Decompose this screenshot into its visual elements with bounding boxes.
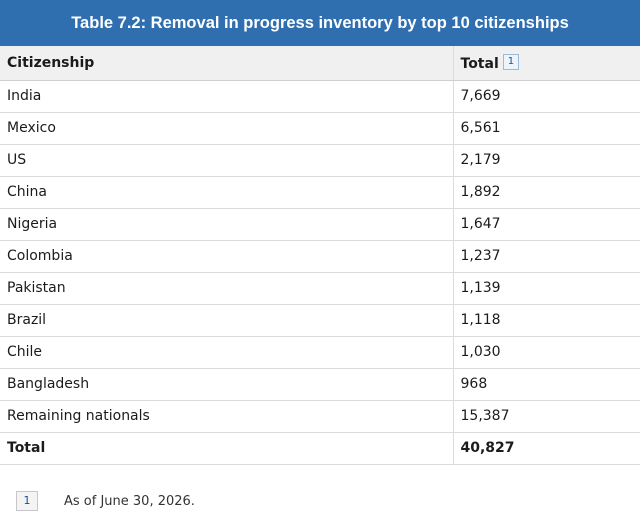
total-cell: 1,030 bbox=[453, 336, 640, 369]
citizenship-cell: Brazil bbox=[0, 304, 454, 337]
total-value: 40,827 bbox=[453, 432, 640, 465]
citizenship-cell: Mexico bbox=[0, 112, 454, 145]
total-cell: 1,237 bbox=[453, 240, 640, 273]
header-citizenship: Citizenship bbox=[0, 46, 454, 81]
citizenship-cell: Bangladesh bbox=[0, 368, 454, 401]
citizenship-cell: US bbox=[0, 144, 454, 177]
total-cell: 1,118 bbox=[453, 304, 640, 337]
citizenship-cell: China bbox=[0, 176, 454, 209]
citizenship-cell: Nigeria bbox=[0, 208, 454, 241]
total-cell: 1,139 bbox=[453, 272, 640, 305]
total-cell: 7,669 bbox=[453, 80, 640, 113]
footnote-text: As of June 30, 2026. bbox=[64, 493, 195, 509]
header-total: Total 1 bbox=[453, 46, 640, 81]
total-cell: 2,179 bbox=[453, 144, 640, 177]
total-cell: 1,647 bbox=[453, 208, 640, 241]
citizenship-table: Citizenship Total 1 India 7,669 Mexico 6,… bbox=[0, 46, 640, 465]
total-cell: 6,561 bbox=[453, 112, 640, 145]
header-total-label: Total bbox=[460, 55, 499, 72]
table-row: Bangladesh 968 bbox=[0, 368, 640, 401]
table-row: Nigeria 1,647 bbox=[0, 208, 640, 241]
table-row: Mexico 6,561 bbox=[0, 112, 640, 145]
table-title: Table 7.2: Removal in progress inventory… bbox=[0, 0, 640, 46]
total-label: Total bbox=[0, 432, 454, 465]
table-row: Pakistan 1,139 bbox=[0, 272, 640, 305]
citizenship-cell: Chile bbox=[0, 336, 454, 369]
total-cell: 15,387 bbox=[453, 400, 640, 433]
table-row: Remaining nationals 15,387 bbox=[0, 400, 640, 433]
table-row: Chile 1,030 bbox=[0, 336, 640, 369]
footnote-ref-link[interactable]: 1 bbox=[502, 53, 520, 70]
citizenship-cell: Colombia bbox=[0, 240, 454, 273]
table-row: India 7,669 bbox=[0, 80, 640, 113]
total-cell: 968 bbox=[453, 368, 640, 401]
table-row: China 1,892 bbox=[0, 176, 640, 209]
table-row: Colombia 1,237 bbox=[0, 240, 640, 273]
total-cell: 1,892 bbox=[453, 176, 640, 209]
footnote: 1 As of June 30, 2026. bbox=[16, 490, 195, 512]
citizenship-cell: Pakistan bbox=[0, 272, 454, 305]
table-row: Brazil 1,118 bbox=[0, 304, 640, 337]
footnote-number[interactable]: 1 bbox=[16, 491, 38, 511]
citizenship-cell: Remaining nationals bbox=[0, 400, 454, 433]
table-header-row: Citizenship Total 1 bbox=[0, 46, 640, 81]
citizenship-cell: India bbox=[0, 80, 454, 113]
total-row: Total 40,827 bbox=[0, 432, 640, 465]
table-row: US 2,179 bbox=[0, 144, 640, 177]
